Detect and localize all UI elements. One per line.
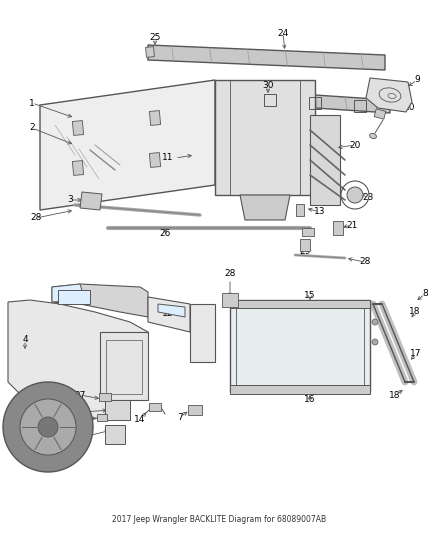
Polygon shape <box>58 290 90 304</box>
Text: 17: 17 <box>410 350 422 359</box>
Polygon shape <box>72 120 84 135</box>
Polygon shape <box>148 297 190 332</box>
Polygon shape <box>240 90 390 113</box>
Polygon shape <box>100 332 148 400</box>
Text: 30: 30 <box>262 82 274 91</box>
Ellipse shape <box>370 133 376 139</box>
Text: 2017 Jeep Wrangler BACKLITE Diagram for 68089007AB: 2017 Jeep Wrangler BACKLITE Diagram for … <box>112 515 326 524</box>
Text: 28: 28 <box>30 214 42 222</box>
Text: 29: 29 <box>299 247 311 256</box>
Text: 10: 10 <box>404 103 416 112</box>
Polygon shape <box>105 425 125 444</box>
Polygon shape <box>333 221 343 235</box>
Polygon shape <box>296 204 304 216</box>
Text: 22: 22 <box>249 198 261 206</box>
Polygon shape <box>366 78 412 112</box>
Circle shape <box>38 417 58 437</box>
Text: 25: 25 <box>149 34 161 43</box>
Polygon shape <box>302 228 314 236</box>
Text: 26: 26 <box>159 229 171 238</box>
Polygon shape <box>8 300 148 422</box>
Text: 23: 23 <box>362 193 374 203</box>
Polygon shape <box>188 405 202 415</box>
Text: 18: 18 <box>389 392 401 400</box>
Polygon shape <box>145 47 155 58</box>
Polygon shape <box>99 393 111 401</box>
Text: 1: 1 <box>29 99 35 108</box>
Text: 3: 3 <box>67 196 73 205</box>
Text: 13: 13 <box>314 207 326 216</box>
Polygon shape <box>149 152 161 167</box>
Text: 2: 2 <box>29 124 35 133</box>
Text: 6: 6 <box>67 415 73 424</box>
Circle shape <box>347 187 363 203</box>
Text: 28: 28 <box>224 270 236 279</box>
Polygon shape <box>310 115 340 205</box>
Polygon shape <box>300 239 310 251</box>
Circle shape <box>372 339 378 345</box>
Polygon shape <box>230 385 370 394</box>
Text: 7: 7 <box>177 413 183 422</box>
Text: 8: 8 <box>422 289 428 298</box>
Polygon shape <box>72 160 84 175</box>
Polygon shape <box>215 80 315 195</box>
Polygon shape <box>148 45 385 70</box>
Text: 12: 12 <box>162 310 174 319</box>
Polygon shape <box>190 304 215 362</box>
Polygon shape <box>158 304 185 317</box>
Polygon shape <box>105 400 130 420</box>
Text: 5: 5 <box>80 432 86 441</box>
Polygon shape <box>149 403 161 411</box>
Polygon shape <box>52 284 85 302</box>
Circle shape <box>20 399 76 455</box>
Text: 21: 21 <box>346 221 358 230</box>
Polygon shape <box>97 414 107 421</box>
Circle shape <box>372 319 378 325</box>
Text: 11: 11 <box>162 154 174 163</box>
Text: 28: 28 <box>359 257 371 266</box>
Polygon shape <box>40 80 215 210</box>
Circle shape <box>3 382 93 472</box>
Polygon shape <box>374 109 386 119</box>
Text: 24: 24 <box>277 28 289 37</box>
Polygon shape <box>149 110 161 125</box>
Polygon shape <box>80 192 102 210</box>
Text: 15: 15 <box>304 292 316 301</box>
Polygon shape <box>230 300 370 392</box>
Text: 14: 14 <box>134 416 146 424</box>
Polygon shape <box>222 293 238 307</box>
Text: 27: 27 <box>74 391 86 400</box>
Text: 4: 4 <box>22 335 28 344</box>
Text: 20: 20 <box>350 141 360 149</box>
Polygon shape <box>52 284 148 317</box>
Polygon shape <box>240 195 290 220</box>
Text: 18: 18 <box>409 308 421 317</box>
Polygon shape <box>230 300 370 308</box>
Text: 9: 9 <box>414 76 420 85</box>
Text: 5: 5 <box>80 408 86 416</box>
Text: 16: 16 <box>304 395 316 405</box>
